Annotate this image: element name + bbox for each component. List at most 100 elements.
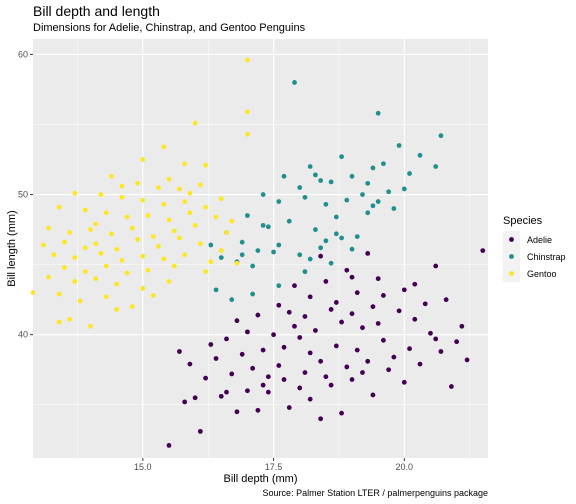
adelie-point [307,350,313,356]
gentoo-point [161,201,167,207]
gentoo-point [41,242,46,248]
x-axis-title: Bill depth (mm) [224,473,298,485]
gentoo-point [177,235,182,241]
y-tick-label: 50 [18,190,28,200]
adelie-point [401,379,407,385]
gentoo-point [103,294,109,300]
adelie-point [307,396,313,402]
adelie-point [307,294,313,300]
adelie-point [302,370,308,375]
gentoo-point [166,176,172,182]
adelie-point [260,347,266,353]
gentoo-point [192,222,198,228]
gentoo-point [208,259,214,265]
y-tick-label: 40 [18,330,28,340]
chinstrap-point [417,152,423,158]
legend-swatch-adelie [509,237,514,242]
adelie-point [391,354,397,360]
gentoo-point [82,245,88,251]
adelie-point [177,349,182,354]
y-axis-ticks: 40 50 60 [18,49,33,340]
gentoo-point [197,241,203,246]
adelie-point [354,290,360,296]
adelie-point [182,399,188,405]
adelie-point [187,361,193,367]
gentoo-point [177,186,182,192]
gentoo-point [46,225,52,231]
chinstrap-point [323,238,329,244]
adelie-point [360,325,365,331]
gentoo-point [72,190,78,196]
chart-subtitle: Dimensions for Adelie, Chinstrap, and Ge… [33,22,306,34]
gentoo-point [135,180,140,186]
gentoo-point [72,255,78,261]
adelie-point [203,375,208,381]
gentoo-point [67,229,73,235]
adelie-point [260,382,266,388]
chinstrap-point [323,201,329,207]
chinstrap-point [265,224,271,230]
chinstrap-point [292,80,297,85]
adelie-point [360,370,365,375]
gentoo-point [150,293,156,298]
adelie-point [271,332,276,338]
chinstrap-point [250,291,256,297]
chinstrap-point [276,283,282,289]
adelie-point [218,393,224,399]
adelie-point [365,358,371,364]
adelie-point [480,248,486,254]
adelie-point [349,274,355,280]
gentoo-point [213,214,219,220]
adelie-point [250,365,256,371]
minor-gridlines [33,39,488,458]
gentoo-point [56,291,62,297]
chinstrap-point [370,165,376,171]
gentoo-point [114,281,120,287]
chinstrap-point [328,260,334,266]
chinstrap-point [271,249,276,255]
adelie-point [297,335,303,340]
gentoo-point [245,57,250,63]
adelie-point [276,363,282,368]
gentoo-point [93,221,99,227]
legend-swatch-chinstrap [509,254,514,259]
adelie-point [401,287,407,293]
chinstrap-point [313,227,318,232]
chinstrap-point [365,210,371,216]
chinstrap-point [302,194,308,200]
gentoo-point [30,290,36,296]
chinstrap-point [386,189,392,195]
chinstrap-point [307,164,313,169]
gentoo-point [140,157,146,162]
adelie-point [370,304,376,310]
chinstrap-point [407,171,412,176]
gentoo-point [166,217,172,223]
adelie-point [286,309,292,315]
gentoo-point [72,279,78,284]
chinstrap-point [318,178,324,183]
chart-title: Bill depth and length [33,3,160,19]
adelie-point [412,316,418,322]
gentoo-point [46,274,52,280]
adelie-point [224,389,229,395]
gentoo-point [150,234,156,239]
gentoo-point [140,286,146,291]
chinstrap-point [297,185,303,190]
legend-label-adelie: Adelie [527,235,552,245]
adelie-point [422,301,428,307]
gentoo-point [140,253,146,259]
chinstrap-point [354,234,360,239]
adelie-point [412,281,418,287]
chinstrap-point [375,110,381,116]
adelie-point [281,344,287,350]
chinstrap-point [328,179,334,185]
chinstrap-point [297,252,303,258]
chinstrap-point [375,199,381,204]
adelie-point [417,361,423,367]
chinstrap-point [313,172,318,178]
legend-label-chinstrap: Chinstrap [527,252,566,262]
adelie-point [318,253,324,259]
adelie-point [438,349,444,354]
adelie-point [459,323,465,329]
chinstrap-point [365,180,371,186]
